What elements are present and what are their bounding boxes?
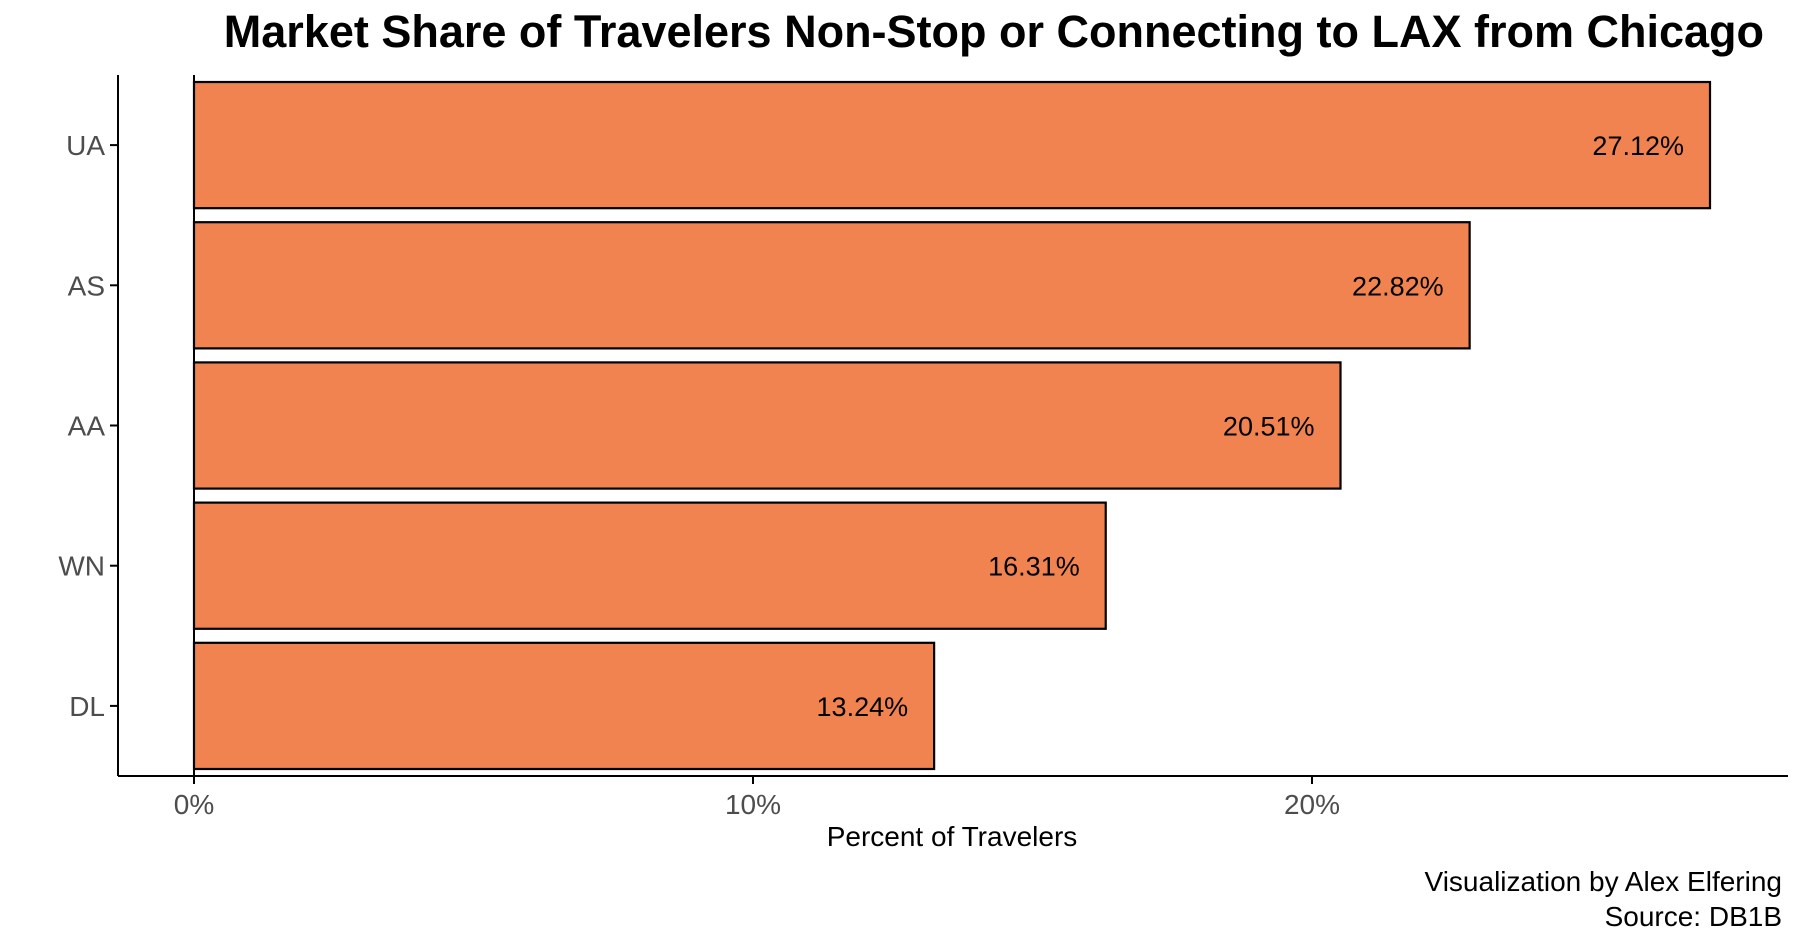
data-label-as: 22.82% bbox=[1352, 271, 1444, 301]
y-tick-label-wn: WN bbox=[58, 551, 105, 582]
caption-source: Source: DB1B bbox=[1605, 901, 1782, 932]
x-tick-label-20: 20% bbox=[1284, 789, 1340, 820]
x-tick-label-10: 10% bbox=[725, 789, 781, 820]
bar-aa bbox=[192, 361, 1342, 490]
bars-group bbox=[192, 75, 1712, 776]
data-label-wn: 16.31% bbox=[988, 552, 1080, 582]
bar-wn bbox=[192, 501, 1107, 630]
data-labels-group: 27.12% 22.82% 20.51% 16.31% 13.24% bbox=[817, 131, 1684, 722]
data-label-aa: 20.51% bbox=[1223, 412, 1315, 442]
y-tick-label-aa: AA bbox=[68, 411, 106, 442]
bar-as bbox=[192, 221, 1471, 350]
y-axis-ticks: UA AS AA WN DL bbox=[58, 130, 118, 722]
caption-credit: Visualization by Alex Elfering bbox=[1425, 866, 1782, 897]
data-label-dl: 13.24% bbox=[817, 692, 909, 722]
bar-ua bbox=[192, 80, 1712, 210]
data-label-ua: 27.12% bbox=[1592, 131, 1684, 161]
x-axis-ticks: 0% 10% 20% bbox=[174, 776, 1340, 820]
chart-title: Market Share of Travelers Non-Stop or Co… bbox=[224, 6, 1764, 57]
bar-dl bbox=[192, 641, 936, 771]
y-tick-label-dl: DL bbox=[69, 691, 105, 722]
x-tick-label-0: 0% bbox=[174, 789, 214, 820]
y-tick-label-as: AS bbox=[68, 270, 105, 301]
y-tick-label-ua: UA bbox=[66, 130, 105, 161]
x-axis-title: Percent of Travelers bbox=[827, 821, 1078, 852]
